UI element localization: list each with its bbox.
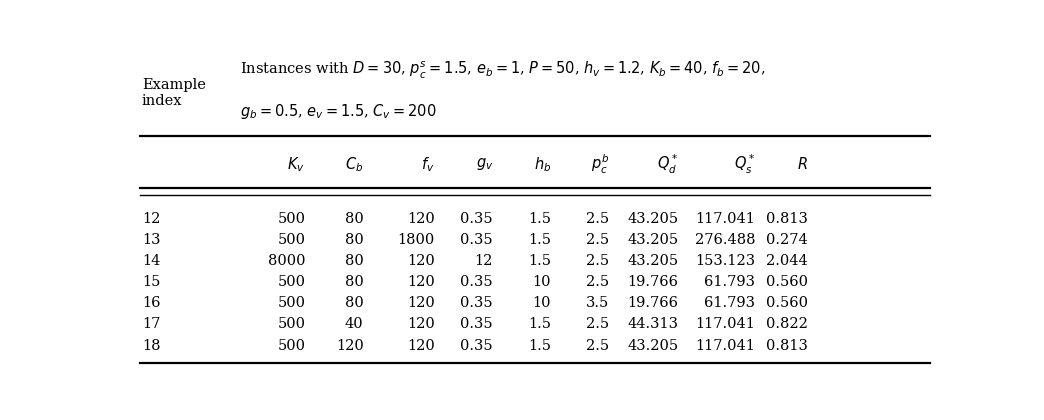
Text: $C_b$: $C_b$: [346, 155, 363, 173]
Text: 14: 14: [142, 255, 160, 268]
Text: 13: 13: [142, 234, 161, 247]
Text: 120: 120: [407, 276, 434, 289]
Text: 61.793: 61.793: [704, 276, 755, 289]
Text: 500: 500: [278, 339, 305, 352]
Text: 120: 120: [407, 318, 434, 331]
Text: 276.488: 276.488: [694, 234, 755, 247]
Text: 0.35: 0.35: [460, 318, 493, 331]
Text: 80: 80: [345, 276, 363, 289]
Text: $Q_d^*$: $Q_d^*$: [657, 152, 679, 176]
Text: 3.5: 3.5: [587, 297, 610, 310]
Text: 10: 10: [532, 276, 551, 289]
Text: 61.793: 61.793: [704, 297, 755, 310]
Text: $h_b$: $h_b$: [533, 155, 551, 173]
Text: 0.822: 0.822: [766, 318, 808, 331]
Text: 43.205: 43.205: [627, 255, 679, 268]
Text: 500: 500: [278, 318, 305, 331]
Text: 40: 40: [345, 318, 363, 331]
Text: 80: 80: [345, 234, 363, 247]
Text: 117.041: 117.041: [695, 339, 755, 352]
Text: 1.5: 1.5: [528, 318, 551, 331]
Text: 1.5: 1.5: [528, 234, 551, 247]
Text: 43.205: 43.205: [627, 213, 679, 226]
Text: 17: 17: [142, 318, 160, 331]
Text: Instances with $D = 30$, $p_c^s = 1.5$, $e_b = 1$, $P = 50$, $h_v = 1.2$, $K_b =: Instances with $D = 30$, $p_c^s = 1.5$, …: [240, 60, 765, 81]
Text: $Q_s^*$: $Q_s^*$: [734, 152, 755, 176]
Text: 43.205: 43.205: [627, 339, 679, 352]
Text: 500: 500: [278, 276, 305, 289]
Text: 0.35: 0.35: [460, 213, 493, 226]
Text: 2.5: 2.5: [587, 234, 610, 247]
Text: 2.5: 2.5: [587, 213, 610, 226]
Text: $g_b = 0.5$, $e_v = 1.5$, $C_v = 200$: $g_b = 0.5$, $e_v = 1.5$, $C_v = 200$: [240, 102, 436, 121]
Text: 153.123: 153.123: [695, 255, 755, 268]
Text: 2.5: 2.5: [587, 255, 610, 268]
Text: 2.5: 2.5: [587, 276, 610, 289]
Text: 120: 120: [407, 297, 434, 310]
Text: 80: 80: [345, 213, 363, 226]
Text: 15: 15: [142, 276, 160, 289]
Text: 19.766: 19.766: [627, 276, 679, 289]
Text: 0.560: 0.560: [765, 276, 808, 289]
Text: 0.274: 0.274: [766, 234, 808, 247]
Text: 120: 120: [407, 213, 434, 226]
Text: 500: 500: [278, 213, 305, 226]
Text: 2.5: 2.5: [587, 339, 610, 352]
Text: 19.766: 19.766: [627, 297, 679, 310]
Text: 500: 500: [278, 234, 305, 247]
Text: 0.35: 0.35: [460, 297, 493, 310]
Text: 0.35: 0.35: [460, 276, 493, 289]
Text: Example
index: Example index: [142, 78, 206, 108]
Text: 1.5: 1.5: [528, 213, 551, 226]
Text: $f_v$: $f_v$: [422, 155, 434, 173]
Text: 0.35: 0.35: [460, 339, 493, 352]
Text: 18: 18: [142, 339, 161, 352]
Text: 120: 120: [407, 339, 434, 352]
Text: 0.813: 0.813: [766, 213, 808, 226]
Text: 500: 500: [278, 297, 305, 310]
Text: 10: 10: [532, 297, 551, 310]
Text: 1.5: 1.5: [528, 339, 551, 352]
Text: 12: 12: [142, 213, 160, 226]
Text: $K_v$: $K_v$: [287, 155, 305, 173]
Text: 43.205: 43.205: [627, 234, 679, 247]
Text: 120: 120: [407, 255, 434, 268]
Text: 80: 80: [345, 297, 363, 310]
Text: $g_v$: $g_v$: [475, 156, 493, 172]
Text: 0.560: 0.560: [765, 297, 808, 310]
Text: 16: 16: [142, 297, 161, 310]
Text: $p_c^b$: $p_c^b$: [591, 152, 610, 176]
Text: 1.5: 1.5: [528, 255, 551, 268]
Text: 12: 12: [475, 255, 493, 268]
Text: 1800: 1800: [398, 234, 434, 247]
Text: $R$: $R$: [797, 156, 808, 172]
Text: 120: 120: [336, 339, 363, 352]
Text: 0.35: 0.35: [460, 234, 493, 247]
Text: 0.813: 0.813: [766, 339, 808, 352]
Text: 44.313: 44.313: [627, 318, 679, 331]
Text: 2.044: 2.044: [766, 255, 808, 268]
Text: 2.5: 2.5: [587, 318, 610, 331]
Text: 80: 80: [345, 255, 363, 268]
Text: 117.041: 117.041: [695, 318, 755, 331]
Text: 8000: 8000: [267, 255, 305, 268]
Text: 117.041: 117.041: [695, 213, 755, 226]
